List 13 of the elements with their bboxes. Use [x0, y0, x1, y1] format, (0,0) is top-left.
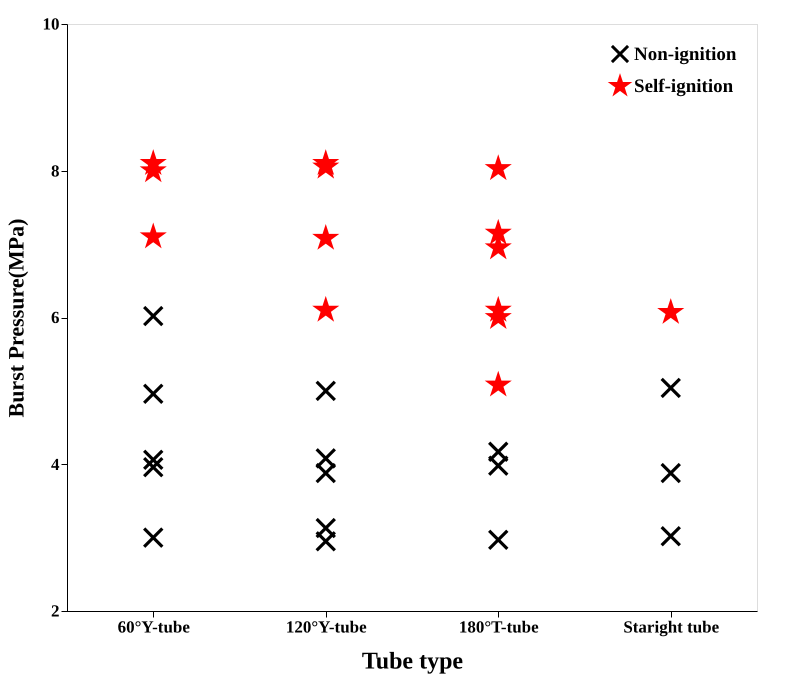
- x-tick-label: 60°Y-tube: [118, 618, 190, 636]
- legend-label: Self-ignition: [634, 76, 734, 97]
- y-axis-title: Burst Pressure(MPa): [4, 218, 28, 418]
- legend-label: Non-ignition: [634, 44, 737, 65]
- x-tick-label: 120°Y-tube: [286, 618, 368, 636]
- y-tick-label: 8: [51, 161, 60, 180]
- y-tick-label: 4: [51, 454, 60, 474]
- x-tick-label: Staright tube: [623, 618, 720, 636]
- x-tick-label: 180°T-tube: [458, 618, 540, 636]
- y-tick-label: 10: [42, 14, 60, 34]
- y-tick-label: 2: [51, 602, 60, 620]
- x-axis-title: Tube type: [362, 648, 464, 674]
- y-tick-label: 6: [51, 308, 60, 327]
